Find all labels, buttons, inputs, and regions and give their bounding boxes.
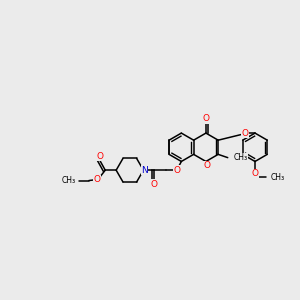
Text: O: O [94, 175, 101, 184]
Text: N: N [141, 166, 148, 175]
Text: O: O [96, 152, 103, 161]
Text: O: O [242, 129, 249, 138]
Text: O: O [151, 180, 158, 189]
Text: O: O [174, 166, 181, 175]
Text: CH₃: CH₃ [62, 176, 76, 185]
Text: O: O [203, 161, 211, 170]
Text: O: O [202, 114, 209, 123]
Text: CH₃: CH₃ [271, 172, 285, 182]
Text: CH₃: CH₃ [233, 153, 247, 162]
Text: O: O [251, 169, 259, 178]
